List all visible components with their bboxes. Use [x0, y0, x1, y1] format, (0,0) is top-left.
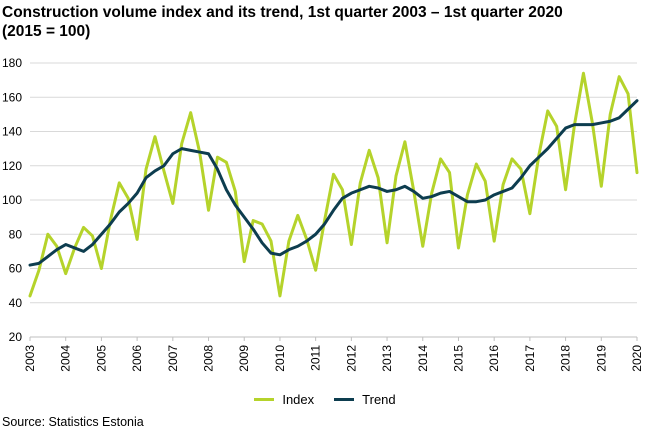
y-tick-label-40: 40: [9, 296, 23, 310]
y-tick-label-160: 160: [2, 90, 22, 104]
x-tick-label-2011: 2011: [309, 345, 323, 371]
x-tick-label-2009: 2009: [237, 345, 251, 372]
x-tick-label-2015: 2015: [451, 345, 465, 372]
x-tick-label-2019: 2019: [594, 345, 608, 372]
line-chart: 20 40 60 80 100 120 140 160 180 2003 2004 2005 2006…: [2, 56, 644, 372]
legend: Index Trend: [0, 392, 650, 407]
x-tick-label-2016: 2016: [487, 345, 501, 372]
y-tick-label-80: 80: [9, 227, 23, 241]
y-tick-label-60: 60: [9, 262, 23, 276]
legend-item-index: Index: [254, 392, 314, 407]
x-tick-label-2014: 2014: [416, 345, 430, 372]
chart-title-line2: (2015 = 100): [2, 23, 91, 40]
y-tick-label-100: 100: [2, 193, 22, 207]
source-note: Source: Statistics Estonia: [2, 415, 144, 429]
series-line-index: [28, 71, 639, 298]
legend-swatch-index: [254, 398, 275, 401]
x-tick-label-2020: 2020: [630, 345, 644, 372]
legend-swatch-trend: [334, 398, 355, 401]
x-tick-label-2006: 2006: [130, 345, 144, 372]
y-tick-label-20: 20: [9, 330, 23, 344]
legend-label-trend: Trend: [362, 392, 396, 407]
x-tick-label-2010: 2010: [273, 345, 287, 372]
chart-title-line1: Construction volume index and its trend,…: [2, 4, 563, 21]
x-tick-label-2013: 2013: [380, 345, 394, 372]
y-axis: 20 40 60 80 100 120 140 160 180: [2, 56, 22, 344]
series-line-trend: [28, 99, 639, 267]
x-tick-label-2007: 2007: [166, 345, 180, 372]
gridlines: [30, 62, 637, 338]
legend-label-index: Index: [282, 392, 315, 407]
chart-title: Construction volume index and its trend,…: [2, 3, 642, 41]
x-axis: 2003 2004 2005 2006 2007 2008 2009 2010 2011 2012…: [23, 337, 644, 372]
y-tick-label-120: 120: [2, 159, 22, 173]
x-tick-label-2005: 2005: [94, 345, 108, 372]
x-tick-label-2017: 2017: [523, 345, 537, 372]
series-group: [28, 71, 639, 298]
y-tick-label-180: 180: [2, 56, 22, 70]
legend-item-trend: Trend: [334, 392, 396, 407]
x-tick-label-2004: 2004: [59, 345, 73, 372]
y-tick-label-140: 140: [2, 125, 22, 139]
x-tick-label-2008: 2008: [202, 345, 216, 372]
x-tick-label-2003: 2003: [23, 345, 37, 372]
x-tick-label-2018: 2018: [559, 345, 573, 372]
x-tick-label-2012: 2012: [344, 345, 358, 372]
